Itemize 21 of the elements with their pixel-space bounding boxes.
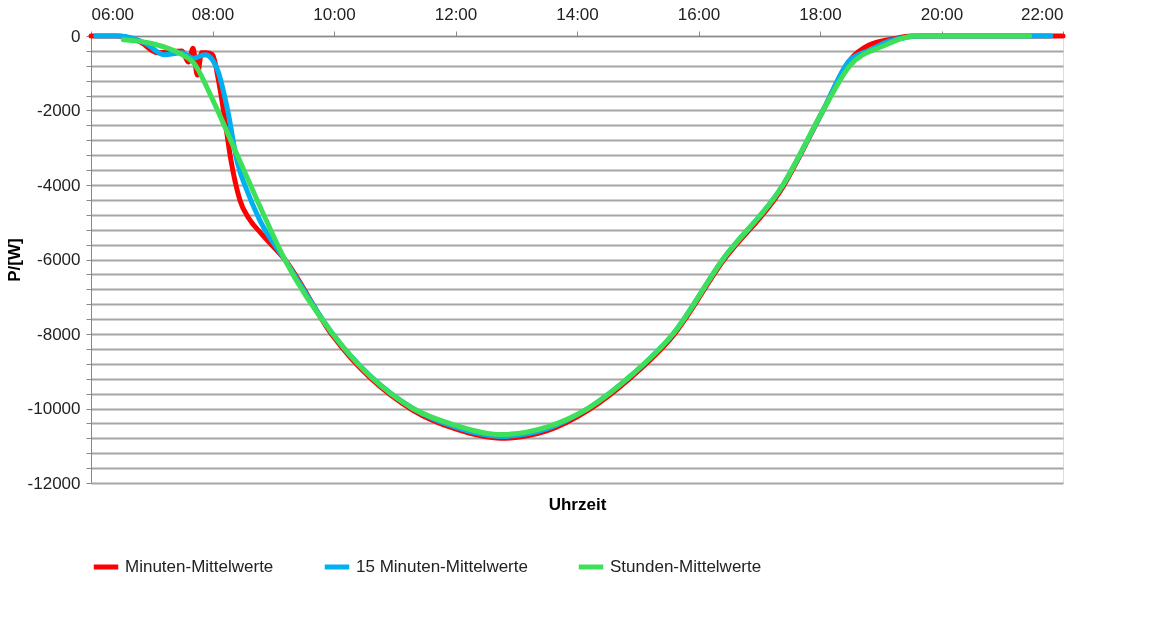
x-axis-title: Uhrzeit: [548, 494, 607, 514]
x-tick-label: 16:00: [677, 4, 721, 24]
x-tick-label: 18:00: [799, 4, 842, 24]
legend-label: 15 Minuten-Mittelwerte: [356, 557, 528, 576]
x-tick-label: 12:00: [434, 4, 478, 24]
x-tick-label: 06:00: [91, 4, 135, 24]
y-tick-label: 0: [71, 26, 81, 46]
x-tick-label: 14:00: [556, 4, 599, 24]
y-tick-label: -6000: [37, 250, 81, 269]
y-tick-label: -4000: [37, 175, 81, 195]
x-tick-label: 08:00: [191, 4, 235, 24]
x-tick-label: 20:00: [920, 4, 964, 24]
x-tick-label: 22:00: [1020, 4, 1064, 24]
legend-label: Stunden-Mittelwerte: [610, 557, 762, 576]
y-tick-label: -8000: [37, 324, 81, 344]
y-axis-title: P/[W]: [4, 238, 24, 282]
y-tick-label: -12000: [27, 473, 81, 493]
y-tick-label: -2000: [37, 101, 81, 120]
y-tick-label: -10000: [27, 399, 81, 418]
x-tick-label: 10:00: [313, 4, 356, 24]
legend-label: Minuten-Mittelwerte: [125, 557, 274, 576]
